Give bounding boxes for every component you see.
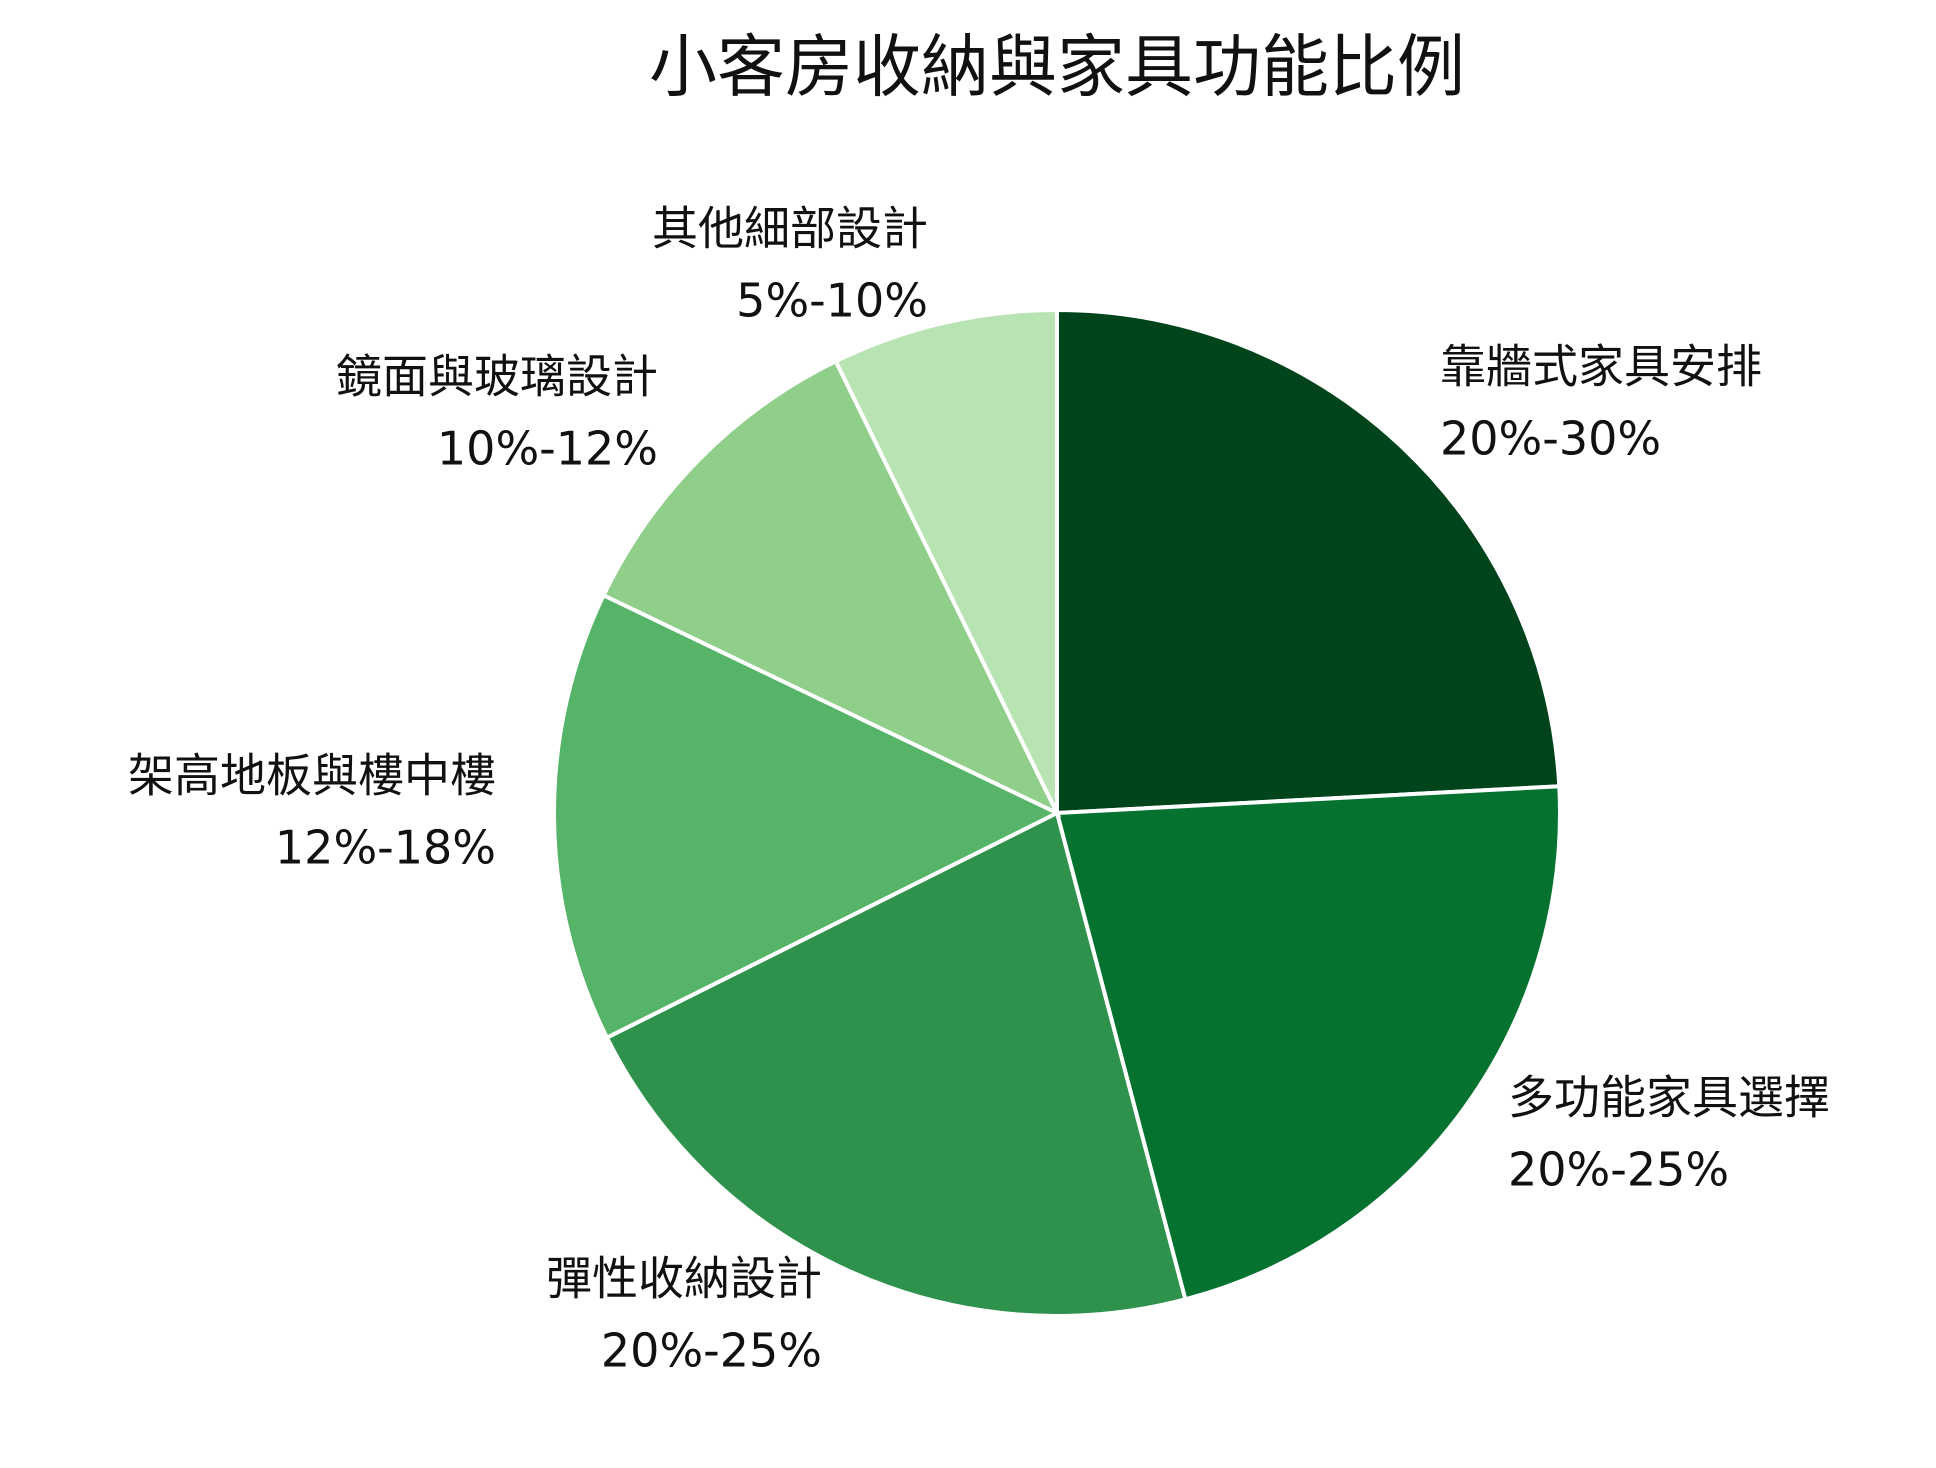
pie-slice [833, 307, 1059, 814]
pie-slice [604, 810, 1188, 1318]
chart-title: 小客房收納與家具功能比例 [649, 29, 1465, 108]
slice-label: 鏡面與玻璃設計 [336, 350, 658, 404]
slice-value-label: 10%-12% [437, 422, 658, 476]
slice-value-label: 20%-25% [1508, 1143, 1729, 1197]
slice-value-label: 20%-30% [1440, 412, 1661, 466]
slice-label: 架高地板與樓中樓 [128, 749, 496, 803]
slice-label: 多功能家具選擇 [1508, 1071, 1830, 1125]
pie-slice [600, 358, 1062, 818]
pie-slice [1055, 307, 1562, 816]
pie-slice [552, 592, 1062, 1041]
slice-label: 彈性收納設計 [546, 1252, 822, 1306]
slice-value-label: 20%-25% [601, 1324, 822, 1378]
pie-slice [1054, 784, 1562, 1302]
slice-label: 其他細部設計 [652, 202, 928, 256]
slice-value-label: 5%-10% [736, 274, 928, 328]
slice-label: 靠牆式家具安排 [1440, 340, 1762, 394]
slice-value-label: 12%-18% [275, 821, 496, 875]
